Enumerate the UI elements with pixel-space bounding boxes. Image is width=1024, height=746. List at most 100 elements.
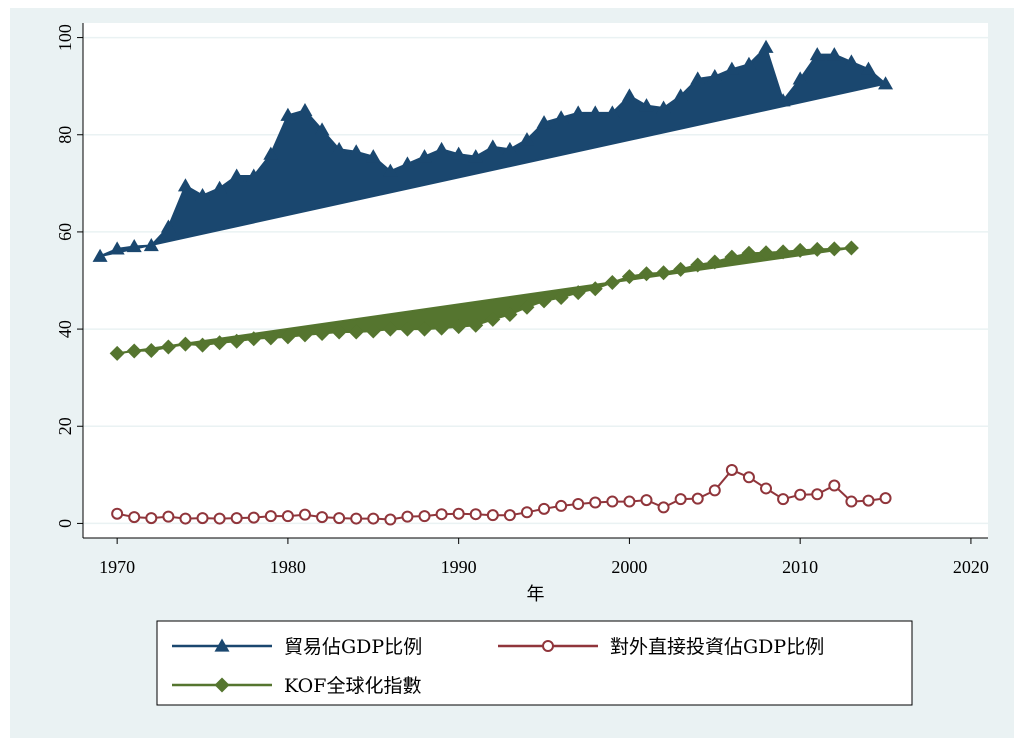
data-point xyxy=(758,39,774,53)
data-point xyxy=(331,141,347,155)
data-point xyxy=(690,71,706,85)
data-point xyxy=(316,511,329,524)
data-point xyxy=(656,100,672,114)
legend-label: 貿易佔GDP比例 xyxy=(284,636,422,658)
data-point xyxy=(519,299,535,315)
data-point xyxy=(621,88,637,102)
data-point xyxy=(724,249,740,265)
data-point xyxy=(843,54,859,68)
data-point xyxy=(555,499,568,512)
x-tick-label: 2020 xyxy=(953,557,989,577)
x-tick-label: 1990 xyxy=(441,557,477,577)
data-point xyxy=(691,492,704,505)
data-point xyxy=(452,507,465,520)
data-point xyxy=(280,107,296,121)
data-point xyxy=(572,497,585,510)
data-point xyxy=(486,509,499,522)
data-point xyxy=(92,248,108,262)
data-point xyxy=(503,509,516,522)
data-point xyxy=(451,146,467,160)
plot-region xyxy=(83,23,988,538)
y-tick-label: 40 xyxy=(55,320,75,338)
data-point xyxy=(401,510,414,523)
data-point xyxy=(109,241,125,255)
data-point xyxy=(297,327,313,343)
data-point xyxy=(298,508,311,521)
data-point xyxy=(365,149,381,163)
data-point xyxy=(707,254,723,270)
data-point xyxy=(177,178,193,192)
data-point xyxy=(399,156,415,170)
legend-marker xyxy=(214,677,230,693)
data-point xyxy=(520,506,533,519)
data-point xyxy=(862,494,875,507)
data-point xyxy=(638,266,654,282)
data-point xyxy=(348,324,364,340)
data-point xyxy=(623,495,636,508)
data-point xyxy=(382,163,398,177)
data-point xyxy=(777,493,790,506)
data-point xyxy=(843,240,859,256)
data-point xyxy=(775,244,791,260)
data-point xyxy=(587,281,603,297)
data-point xyxy=(246,168,262,182)
data-point xyxy=(553,110,569,124)
data-point xyxy=(742,471,755,484)
data-point xyxy=(604,105,620,119)
data-point xyxy=(280,329,296,345)
data-point xyxy=(417,321,433,337)
data-point xyxy=(758,245,774,261)
data-point xyxy=(741,56,757,70)
data-point xyxy=(538,502,551,515)
data-point xyxy=(230,512,243,525)
legend: 貿易佔GDP比例 KOF全球化指數 對外直接投資佔GDP比例 xyxy=(156,620,913,706)
data-point xyxy=(845,495,858,508)
data-point xyxy=(809,241,825,257)
legend-marker xyxy=(542,640,554,652)
data-point xyxy=(656,265,672,281)
data-point xyxy=(195,187,211,202)
data-point xyxy=(879,492,892,505)
data-point xyxy=(792,242,808,258)
data-point xyxy=(126,343,142,359)
x-tick-label: 1980 xyxy=(270,557,306,577)
data-point xyxy=(485,139,501,153)
data-point xyxy=(724,61,740,75)
data-point xyxy=(570,105,586,119)
data-point xyxy=(674,493,687,506)
data-point xyxy=(587,105,603,119)
data-point xyxy=(553,290,569,306)
axes: 0 20 40 60 80 100 1970 1980 1990 2000 2010 2020 xyxy=(55,23,989,577)
data-point xyxy=(707,68,723,83)
data-point xyxy=(195,337,211,353)
data-point xyxy=(212,335,228,351)
legend-label: 對外直接投資佔GDP比例 xyxy=(610,636,824,658)
data-point xyxy=(160,219,176,233)
series-2 xyxy=(111,463,892,526)
data-point xyxy=(160,339,176,355)
data-point xyxy=(485,311,501,327)
legend-label: KOF全球化指數 xyxy=(284,675,421,697)
data-point xyxy=(162,510,175,523)
data-point xyxy=(640,494,653,507)
y-tick-label: 80 xyxy=(55,126,75,144)
y-tick-label: 100 xyxy=(55,24,75,51)
data-point xyxy=(760,482,773,495)
data-point xyxy=(348,144,364,158)
data-point xyxy=(177,336,193,352)
data-point xyxy=(264,510,277,523)
data-point xyxy=(434,141,450,155)
x-axis-label: 年 xyxy=(527,584,545,604)
data-point xyxy=(589,496,602,509)
data-point xyxy=(196,512,209,525)
legend-item: 貿易佔GDP比例 xyxy=(172,636,422,658)
data-point xyxy=(792,71,808,85)
data-point xyxy=(281,510,294,523)
data-point xyxy=(418,510,431,523)
data-point xyxy=(111,507,124,520)
data-point xyxy=(638,98,654,112)
data-point xyxy=(314,122,330,136)
data-point xyxy=(690,257,706,273)
data-point xyxy=(826,241,842,257)
